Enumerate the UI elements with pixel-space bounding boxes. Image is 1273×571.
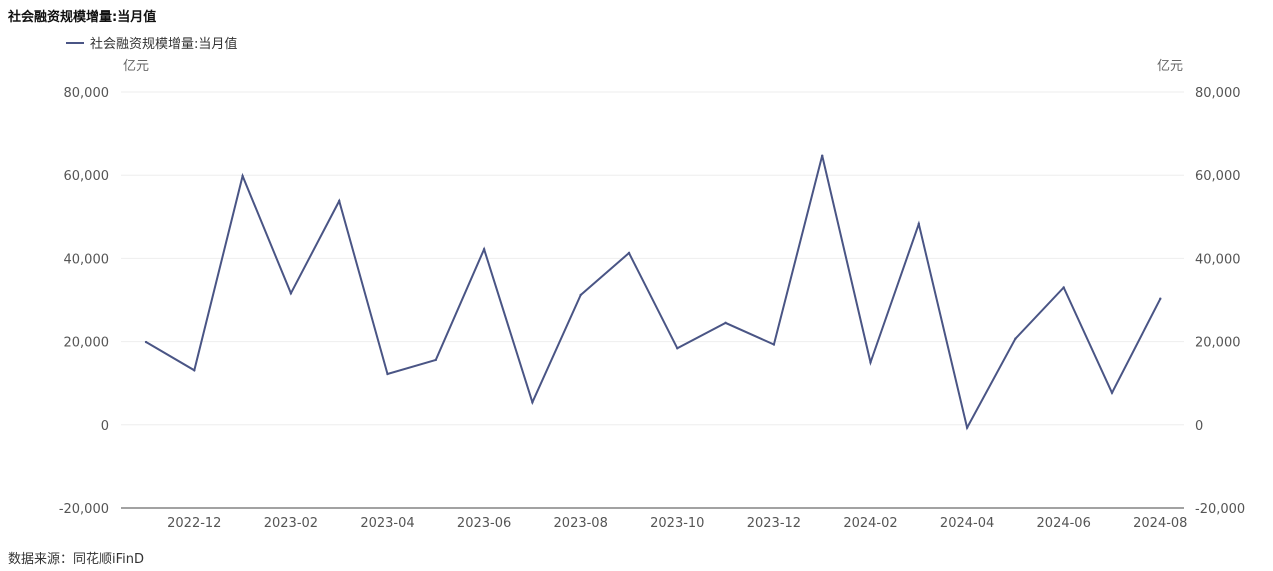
- x-tick-label: 2024-02: [843, 516, 897, 531]
- y-tick-label-left: 0: [101, 419, 109, 434]
- data-point: [482, 248, 486, 251]
- y-tick-label-left: 20,000: [64, 336, 110, 351]
- y-tick-label-right: 0: [1195, 419, 1203, 434]
- data-source: 数据来源：同花顺iFinD: [8, 552, 145, 567]
- data-point: [386, 372, 389, 376]
- x-tick-label: 2023-02: [264, 516, 318, 531]
- y-tick-label-left: 60,000: [64, 169, 110, 184]
- data-point: [193, 369, 196, 372]
- data-point: [144, 340, 148, 344]
- y-tick-label-left: 40,000: [64, 252, 110, 267]
- x-tick-label: 2024-08: [1133, 516, 1187, 531]
- data-point: [579, 293, 582, 297]
- x-tick-label: 2023-08: [554, 516, 608, 531]
- x-tick-label: 2023-12: [747, 516, 801, 531]
- y-tick-label-right: 60,000: [1195, 169, 1241, 184]
- legend: 社会融资规模增量:当月值: [66, 33, 237, 52]
- data-point: [531, 401, 534, 404]
- data-point: [772, 343, 776, 346]
- legend-swatch: [66, 41, 84, 44]
- y-tick-label-left: 80,000: [64, 86, 110, 101]
- y-tick-label-right: 20,000: [1195, 336, 1241, 351]
- data-point: [965, 426, 969, 429]
- chart-title: 社会融资规模增量:当月值: [8, 10, 157, 25]
- data-point: [1159, 297, 1162, 300]
- data-point: [434, 358, 437, 362]
- x-tick-label: 2024-06: [1037, 516, 1091, 531]
- data-point: [869, 361, 872, 364]
- data-point: [821, 154, 824, 157]
- data-point: [627, 251, 631, 255]
- data-point: [289, 292, 293, 295]
- series-line: [145, 155, 1162, 431]
- data-point: [676, 347, 679, 350]
- y-tick-label-right: 40,000: [1195, 252, 1241, 267]
- x-tick-label: 2023-10: [650, 516, 704, 531]
- y-tick-label-left: -20,000: [59, 502, 109, 517]
- y-unit-right: 亿元: [1157, 59, 1183, 74]
- data-point: [724, 321, 727, 325]
- x-tick-label: 2024-04: [940, 516, 994, 531]
- y-tick-label-right: -20,000: [1195, 502, 1245, 517]
- data-point: [1110, 391, 1114, 394]
- x-tick-label: 2022-12: [167, 516, 221, 531]
- x-tick-label: 2023-04: [360, 516, 414, 531]
- data-point: [917, 222, 920, 226]
- data-point: [241, 174, 244, 178]
- y-unit-left: 亿元: [123, 59, 149, 74]
- x-tick-label: 2023-06: [457, 516, 511, 531]
- data-point: [1062, 286, 1065, 289]
- data-point: [338, 199, 341, 203]
- data-point: [1014, 337, 1017, 340]
- legend-label: 社会融资规模增量:当月值: [90, 37, 238, 52]
- y-tick-label-right: 80,000: [1195, 86, 1241, 101]
